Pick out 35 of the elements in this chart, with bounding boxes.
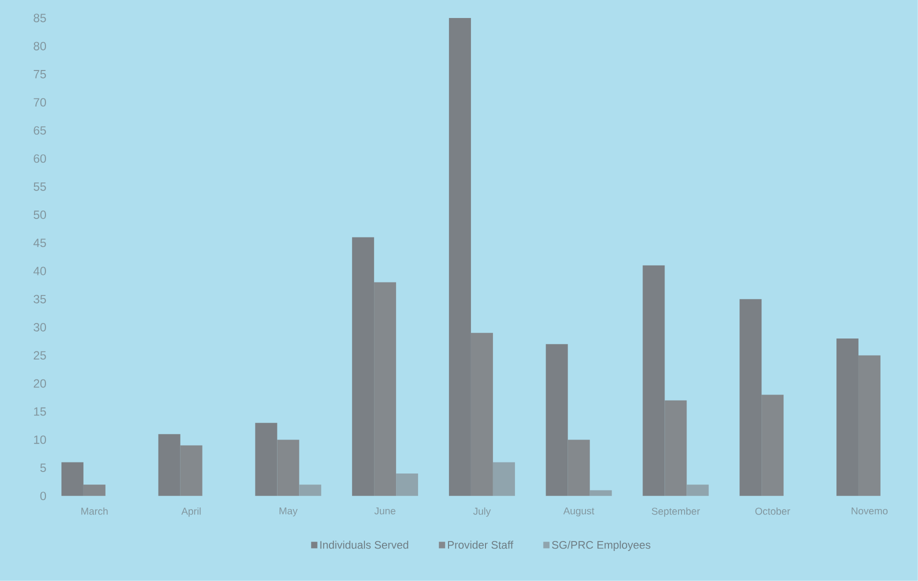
x-tick-label: October xyxy=(755,507,790,515)
y-tick-label: 40 xyxy=(33,266,46,276)
x-tick-label: May xyxy=(280,507,298,516)
x-tick-label: July xyxy=(473,507,491,517)
y-tick-label: 75 xyxy=(34,70,46,78)
legend-label: Individuals Served xyxy=(320,540,408,549)
y-tick-label: 35 xyxy=(34,294,46,304)
x-tick-label: June xyxy=(374,507,396,514)
bar xyxy=(299,484,322,496)
y-tick-label: 60 xyxy=(34,154,46,163)
bar xyxy=(492,462,515,496)
y-tick-label: 65 xyxy=(34,126,46,135)
bar xyxy=(590,490,612,496)
y-tick-label: 45 xyxy=(33,238,46,248)
y-tick-label: 55 xyxy=(34,182,46,191)
bar xyxy=(686,484,709,496)
y-tick-label: 50 xyxy=(34,210,46,220)
y-tick-label: 15 xyxy=(34,407,46,416)
legend-label: SG/PRC Employees xyxy=(552,540,650,551)
y-tick-label: 20 xyxy=(34,379,46,388)
x-tick-label: Novemo xyxy=(852,507,888,514)
y-tick-label: 80 xyxy=(34,42,46,50)
x-tick-label: March xyxy=(81,507,108,515)
y-tick-label: 70 xyxy=(34,98,46,107)
legend-label: Provider Staff xyxy=(448,540,514,549)
x-tick-label: April xyxy=(181,507,201,517)
bar xyxy=(396,473,418,496)
x-tick-label: August xyxy=(563,507,594,516)
y-tick-label: 0 xyxy=(40,492,46,500)
y-tick-label: 30 xyxy=(34,323,46,332)
y-tick-label: 10 xyxy=(34,436,46,444)
y-tick-label: 25 xyxy=(34,351,46,360)
x-tick-label: September xyxy=(652,507,700,517)
y-tick-label: 85 xyxy=(34,14,46,22)
y-tick-label: 5 xyxy=(40,464,46,472)
